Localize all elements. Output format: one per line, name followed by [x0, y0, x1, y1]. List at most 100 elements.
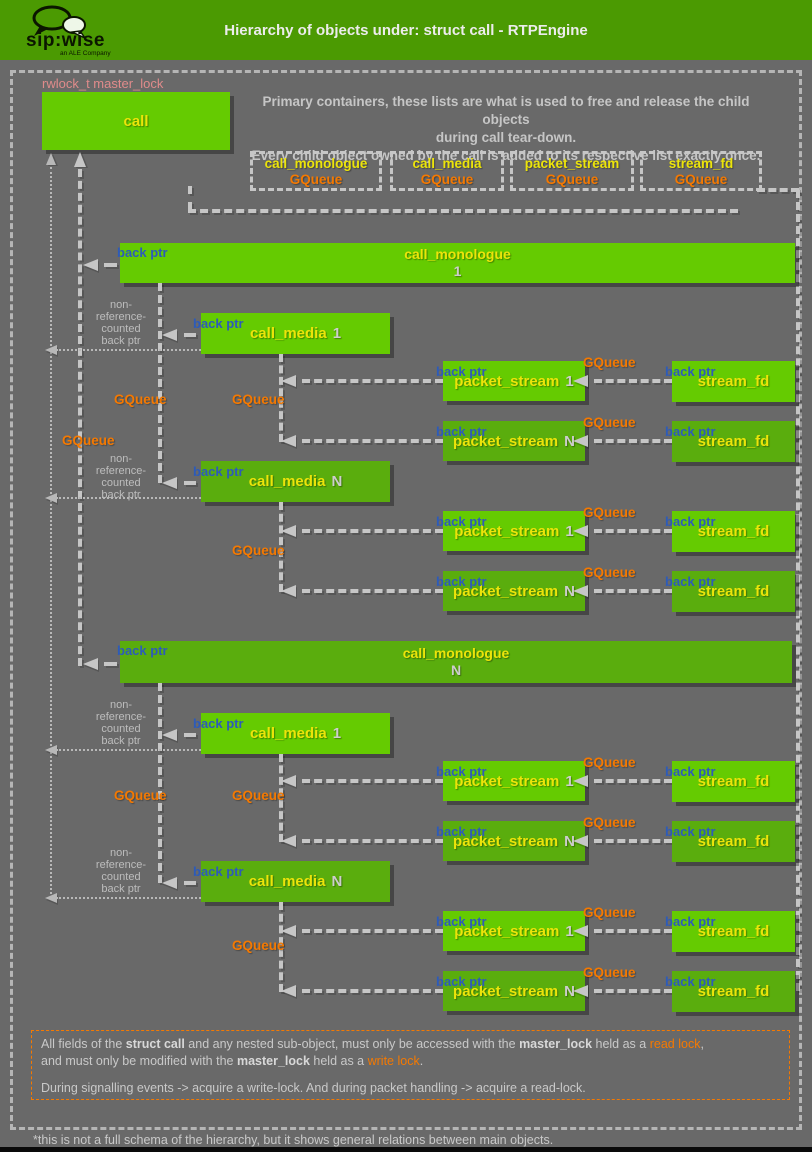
- gqueue-label: GQueue: [583, 815, 636, 830]
- backptr-arrow: [162, 729, 177, 741]
- backptr-arrow: [573, 375, 588, 387]
- gqueue-arrow: [281, 525, 296, 537]
- container-packet-stream: packet_stream GQueue: [510, 151, 634, 191]
- intro-line-1: Primary containers, these lists are what…: [262, 94, 750, 127]
- nonref-label: non- reference- counted back ptr: [86, 453, 156, 501]
- nonref-line: back ptr: [101, 335, 141, 347]
- backptr-arrow: [573, 435, 588, 447]
- nonref-line: back ptr: [101, 735, 141, 747]
- packet-gqueue-line: [279, 902, 283, 992]
- node-packet-stream-n: packet_stream N: [443, 571, 585, 611]
- gqueue-label: GQueue: [62, 433, 115, 448]
- gqueue-label: GQueue: [583, 905, 636, 920]
- node-stream-fd: stream_fd: [672, 971, 795, 1012]
- backptr-arrow: [573, 585, 588, 597]
- streamfd-gqueue-line: [796, 190, 800, 991]
- locking-legend: All fields of the struct call and any ne…: [31, 1030, 790, 1100]
- gqueue-arrow: [281, 375, 296, 387]
- packet-gqueue-line: [279, 502, 283, 592]
- node-packet-stream-1: packet_stream 1: [443, 361, 585, 401]
- node-index: N: [564, 582, 575, 600]
- gqueue-label: GQueue: [583, 505, 636, 520]
- node-stream-fd: stream_fd: [672, 911, 795, 952]
- brand-text: sip:wise: [26, 30, 105, 51]
- gqueue-arrow: [281, 985, 296, 997]
- node-call-label: call: [123, 112, 149, 130]
- backptr-label: back ptr: [665, 764, 716, 779]
- nonref-line: counted: [101, 871, 141, 883]
- nonref-line: reference-: [95, 711, 147, 723]
- backptr-label: back ptr: [436, 424, 487, 439]
- backptr-arrow: [162, 329, 177, 341]
- nonref-backptr-line: [50, 167, 52, 898]
- node-index: N: [331, 873, 343, 890]
- backptr-label: back ptr: [665, 364, 716, 379]
- gqueue-dash: [302, 929, 443, 933]
- backptr-dash: [594, 439, 672, 443]
- backptr-label: back ptr: [665, 914, 716, 929]
- gqueue-dash: [302, 839, 443, 843]
- container-connector-line: [188, 209, 738, 213]
- gqueue-arrow: [281, 775, 296, 787]
- node-stream-fd: stream_fd: [672, 761, 795, 802]
- backptr-label: back ptr: [193, 716, 244, 731]
- gqueue-dash: [302, 379, 443, 383]
- node-index: 1: [332, 325, 342, 342]
- container-stream-fd: stream_fd GQueue: [640, 151, 762, 191]
- node-stream-fd: stream_fd: [672, 421, 795, 462]
- gqueue-label: GQueue: [232, 788, 285, 803]
- node-label: call_monologue: [404, 246, 511, 262]
- nonref-line: counted: [101, 477, 141, 489]
- nonref-line: non-: [109, 453, 133, 465]
- container-type: GQueue: [289, 172, 343, 187]
- backptr-label: back ptr: [436, 764, 487, 779]
- node-stream-fd: stream_fd: [672, 821, 795, 862]
- legend-line-1: All fields of the struct call and any ne…: [41, 1037, 704, 1051]
- legend-line-3: During signalling events -> acquire a wr…: [41, 1081, 586, 1095]
- backptr-dash: [184, 881, 196, 885]
- sipwise-logo: sip:wise an ALE Company: [10, 4, 120, 60]
- legend-line-2: and must only be modified with the maste…: [41, 1054, 424, 1068]
- node-label: packet_stream: [453, 832, 559, 850]
- brand-subtext: an ALE Company: [60, 50, 111, 57]
- node-call-media-n: call_media N: [201, 461, 390, 502]
- node-index: 1: [453, 263, 462, 279]
- backptr-dash: [594, 839, 672, 843]
- node-index: 1: [565, 522, 574, 540]
- node-index: N: [564, 982, 575, 1000]
- nonref-line: reference-: [95, 465, 147, 477]
- backptr-dash: [594, 779, 672, 783]
- gqueue-arrow: [281, 925, 296, 937]
- backptr-label: back ptr: [436, 574, 487, 589]
- gqueue-label: GQueue: [583, 415, 636, 430]
- monologue-backptr-line: [78, 169, 82, 666]
- node-label: stream_fd: [697, 583, 770, 600]
- node-label: packet_stream: [454, 522, 560, 540]
- backptr-dash: [594, 529, 672, 533]
- packet-gqueue-line: [279, 354, 283, 442]
- node-index: N: [450, 662, 462, 678]
- backptr-dash: [184, 333, 196, 337]
- backptr-arrow: [83, 259, 98, 271]
- container-connector-stub: [188, 186, 192, 210]
- backptr-up-arrow: [74, 152, 86, 167]
- backptr-label: back ptr: [436, 514, 487, 529]
- nonref-line: reference-: [95, 859, 147, 871]
- container-call-monologue: call_monologue GQueue: [250, 151, 382, 191]
- gqueue-label: GQueue: [114, 392, 167, 407]
- node-stream-fd: stream_fd: [672, 571, 795, 612]
- backptr-label: back ptr: [436, 914, 487, 929]
- gqueue-arrow: [281, 835, 296, 847]
- node-call-media-n: call_media N: [201, 861, 390, 902]
- container-type: GQueue: [545, 172, 599, 187]
- backptr-label: back ptr: [436, 364, 487, 379]
- node-call-monologue-1: call_monologue 1: [120, 243, 795, 283]
- gqueue-dash: [302, 989, 443, 993]
- nonref-up-arrow: [46, 153, 56, 165]
- node-label: packet_stream: [454, 372, 560, 390]
- gqueue-dash: [302, 439, 443, 443]
- gqueue-label: GQueue: [583, 565, 636, 580]
- nonref-dash: [56, 349, 201, 351]
- nonref-dash: [56, 749, 201, 751]
- node-label: stream_fd: [697, 773, 770, 790]
